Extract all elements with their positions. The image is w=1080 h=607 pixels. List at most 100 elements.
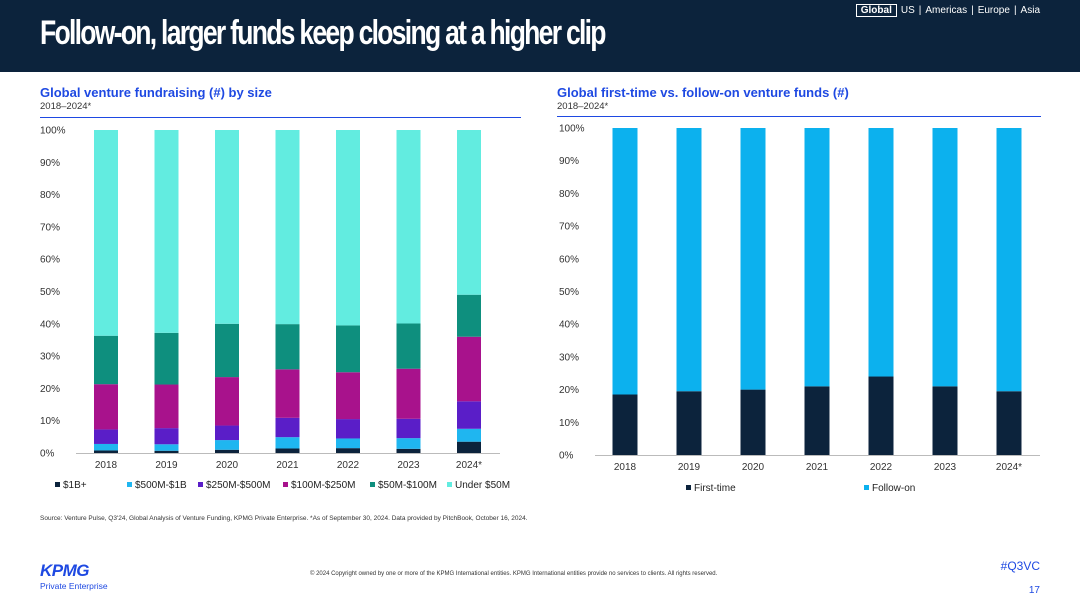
- legend-swatch: [55, 482, 60, 487]
- size-fundraising-chart: 0% 10% 20% 30% 40% 50% 60% 70% 80% 90% 100% 2018 201…: [40, 126, 510, 492]
- logo-wordmark: KPMG: [40, 561, 89, 580]
- legend-label: $250M-$500M: [206, 480, 270, 491]
- bar-segment: [396, 368, 421, 419]
- bar-segment: [275, 130, 300, 325]
- bar-segment: [740, 128, 766, 390]
- y-tick-label: 0%: [559, 451, 574, 462]
- bar-segment: [612, 394, 638, 455]
- region-separator: |: [1013, 5, 1017, 16]
- bar-segment: [94, 384, 118, 430]
- legend-label: $50M-$100M: [378, 480, 437, 491]
- x-tick-label: 2018: [614, 462, 637, 473]
- bar-segment: [336, 438, 360, 449]
- region-separator: |: [971, 5, 974, 16]
- y-tick-label: 100%: [40, 126, 66, 137]
- bar-segment: [457, 428, 481, 442]
- y-tick-label: 10%: [40, 416, 60, 427]
- region-us-tab[interactable]: US: [900, 5, 915, 16]
- y-tick-label: 60%: [559, 254, 579, 265]
- bar-segment: [676, 128, 702, 392]
- legend-label: $100M-$250M: [291, 480, 355, 491]
- legend-swatch: [864, 485, 869, 490]
- bar-segment: [275, 324, 300, 370]
- region-europe-tab[interactable]: Europe: [977, 5, 1010, 16]
- bar-segment: [154, 130, 179, 333]
- x-tick-label: 2019: [155, 460, 178, 471]
- bar-segment: [336, 325, 360, 373]
- bar-segment: [215, 323, 239, 378]
- bar-segment: [396, 448, 421, 453]
- x-tick-label: 2021: [276, 460, 299, 471]
- bar-segment: [215, 425, 239, 441]
- bar-segment: [396, 323, 421, 369]
- x-tick-label: 2023: [934, 462, 957, 473]
- bar-segment: [215, 130, 239, 324]
- bar-segment: [336, 372, 360, 420]
- bar-segment: [396, 438, 421, 449]
- y-tick-label: 40%: [559, 320, 579, 331]
- page-title: Follow-on, larger funds keep closing at …: [40, 14, 606, 52]
- legend-label: Under $50M: [455, 480, 510, 491]
- bar-segment: [932, 386, 958, 455]
- bar-segment: [275, 448, 300, 453]
- y-tick-label: 10%: [559, 418, 579, 429]
- bar-segment: [275, 417, 300, 438]
- legend-swatch: [283, 482, 288, 487]
- hashtag-label: #Q3VC: [1000, 559, 1040, 573]
- bar-segment: [612, 128, 638, 395]
- legend-swatch: [447, 482, 452, 487]
- bar-segment: [932, 128, 958, 387]
- bar-segment: [154, 332, 179, 385]
- legend-label: First-time: [694, 483, 736, 494]
- y-tick-label: 20%: [559, 385, 579, 396]
- bar-segment: [457, 401, 481, 429]
- x-tick-label: 2020: [742, 462, 765, 473]
- y-tick-label: 0%: [40, 449, 55, 460]
- chart2-divider: [557, 116, 1041, 117]
- legend-swatch: [686, 485, 691, 490]
- y-tick-label: 80%: [40, 190, 60, 201]
- bar-segment: [457, 294, 481, 337]
- legend-label: Follow-on: [872, 483, 915, 494]
- bar-segment: [275, 437, 300, 449]
- region-americas-tab[interactable]: Americas: [925, 5, 968, 16]
- x-tick-label: 2018: [95, 460, 118, 471]
- bar-segment: [154, 444, 179, 451]
- y-tick-label: 30%: [559, 352, 579, 363]
- region-nav: Global US | Americas | Europe | Asia: [855, 4, 1040, 17]
- bar-segment: [336, 130, 360, 326]
- x-tick-label: 2019: [678, 462, 701, 473]
- bar-segment: [396, 418, 421, 439]
- bar-segment: [804, 386, 830, 455]
- x-tick-label: 2021: [806, 462, 829, 473]
- chart1-title: Global venture fundraising (#) by size: [40, 85, 272, 100]
- x-tick-label: 2024*: [456, 460, 482, 471]
- bar-segment: [94, 443, 118, 451]
- y-tick-label: 50%: [40, 287, 60, 298]
- bar-segment: [457, 441, 481, 453]
- bar-segment: [336, 448, 360, 453]
- page-number: 17: [1028, 585, 1040, 596]
- region-asia-tab[interactable]: Asia: [1020, 5, 1040, 16]
- header-bar: Follow-on, larger funds keep closing at …: [0, 0, 1080, 72]
- chart2-title: Global first-time vs. follow-on venture …: [557, 85, 849, 100]
- x-tick-label: 2022: [337, 460, 360, 471]
- y-tick-label: 20%: [40, 384, 60, 395]
- bar-segment: [804, 128, 830, 387]
- bar-segment: [996, 391, 1022, 455]
- region-global-tab[interactable]: Global: [855, 4, 897, 17]
- bar-segment: [396, 130, 421, 324]
- bar-segment: [94, 450, 118, 453]
- y-tick-label: 80%: [559, 189, 579, 200]
- bar-segment: [94, 429, 118, 444]
- bar-segment: [457, 130, 481, 295]
- bar-segment: [154, 450, 179, 453]
- logo-subtitle: Private Enterprise: [40, 581, 108, 591]
- legend-label: $500M-$1B: [135, 480, 187, 491]
- bar-segment: [740, 389, 766, 455]
- y-tick-label: 60%: [40, 255, 60, 266]
- bar-segment: [996, 128, 1022, 392]
- bar-segment: [868, 128, 894, 377]
- y-tick-label: 50%: [559, 287, 579, 298]
